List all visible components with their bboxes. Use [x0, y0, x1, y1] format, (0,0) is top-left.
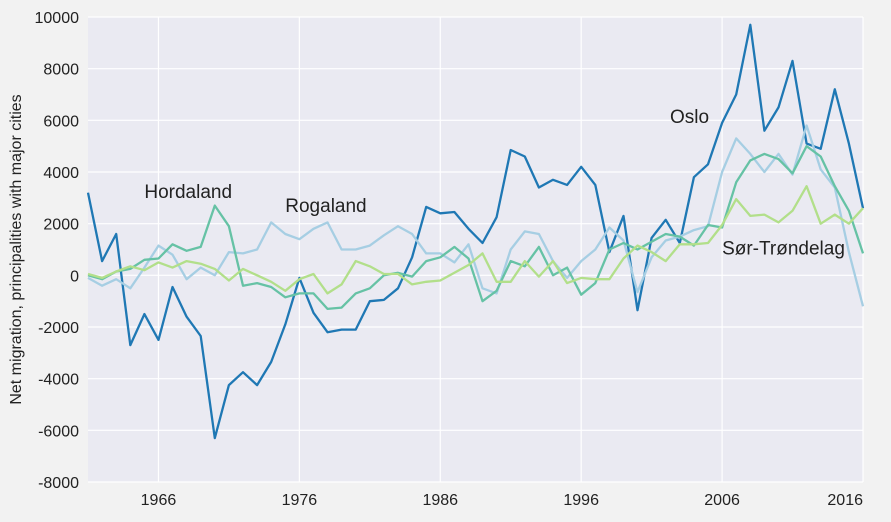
- series-line-3: [87, 185, 864, 295]
- annotation-label: Rogaland: [285, 196, 366, 217]
- annotations: Hordaland Rogaland Oslo Sør-Trøndelag: [144, 107, 845, 260]
- y-tick-label: 10000: [35, 10, 80, 27]
- x-tick-label: 1986: [422, 492, 458, 509]
- annotation-label: Oslo: [670, 107, 709, 128]
- x-tick-label: 1966: [141, 492, 177, 509]
- x-tick-label: 2016: [827, 492, 863, 509]
- annotation-label: Sør-Trøndelag: [722, 239, 845, 260]
- series-line-0: [86, 23, 865, 440]
- annotation-label: Hordaland: [144, 182, 232, 203]
- plot-background: [88, 17, 863, 482]
- y-tick-label: 0: [70, 268, 79, 285]
- x-tick-label: 1976: [282, 492, 318, 509]
- y-tick-label: -2000: [38, 320, 79, 337]
- y-tick-label: -8000: [38, 475, 79, 492]
- x-tick-label: 2006: [704, 492, 740, 509]
- y-axis-title: Net migration, principalities with major…: [8, 94, 25, 404]
- y-tick-label: 4000: [43, 165, 79, 182]
- series-lines: [86, 23, 865, 440]
- y-tick-label: -6000: [38, 423, 79, 440]
- gridlines: [88, 16, 864, 483]
- y-tick-label: 2000: [43, 217, 79, 234]
- x-tick-label: 1996: [563, 492, 599, 509]
- y-tick-label: -4000: [38, 372, 79, 389]
- series-line-2: [87, 145, 865, 311]
- y-tick-label: 6000: [43, 113, 79, 130]
- tick-labels: -8000 -6000 -4000 -2000 0 2000 4000 6000 8000 100…: [35, 10, 864, 509]
- y-tick-label: 8000: [43, 62, 79, 79]
